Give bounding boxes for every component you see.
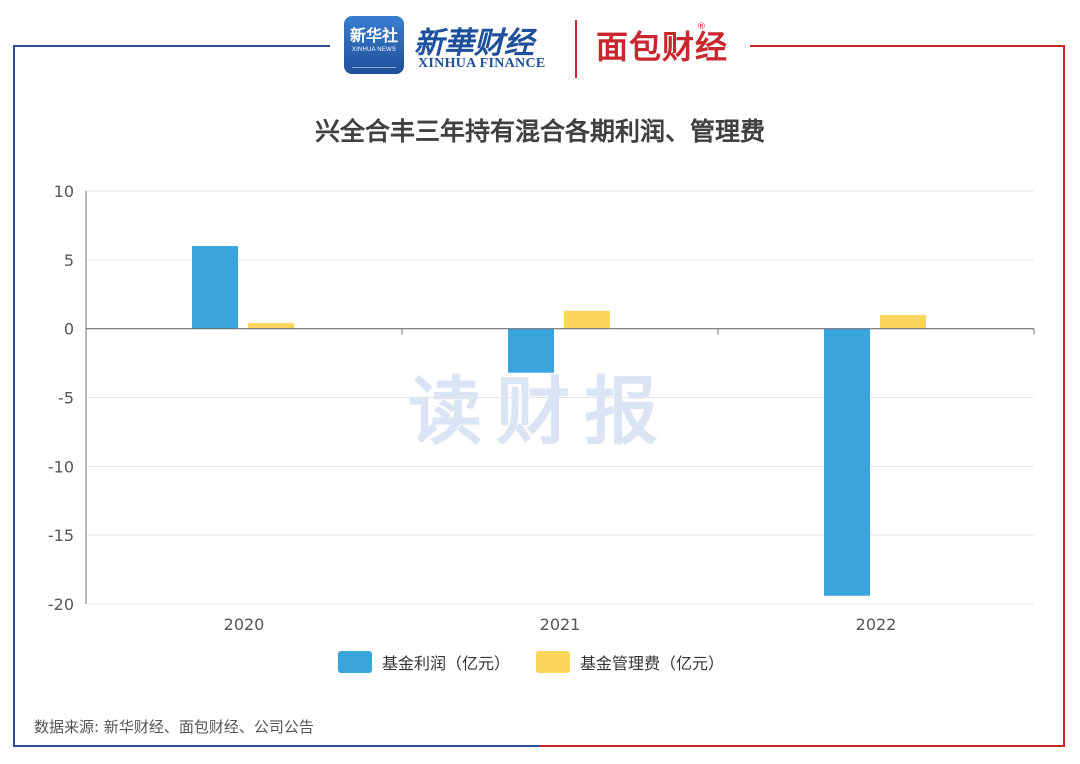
bar-fee-2021[interactable]	[564, 310, 610, 329]
xinhua-finance-logo-cn: 新華财经	[414, 26, 534, 61]
bar-profit-2022[interactable]	[824, 328, 870, 596]
x-category-label: 2021	[540, 615, 581, 634]
chart-title: 兴全合丰三年持有混合各期利润、管理费	[314, 117, 765, 146]
mianbao-logo: 面包财经	[596, 28, 729, 66]
bar-profit-2020[interactable]	[192, 246, 238, 329]
y-tick-label: -15	[48, 526, 74, 545]
frame-right-red	[540, 45, 1065, 747]
x-category-label: 2022	[856, 615, 897, 634]
y-tick-label: -10	[48, 457, 74, 476]
bar-profit-2021[interactable]	[508, 328, 554, 373]
y-tick-label: 10	[54, 182, 74, 201]
bar-fee-2022[interactable]	[880, 314, 926, 329]
legend-item-fee[interactable]: 基金管理费（亿元）	[536, 648, 724, 676]
bar-fee-2020[interactable]	[248, 323, 294, 329]
legend-label-profit: 基金利润（亿元）	[382, 654, 511, 673]
network-icon	[352, 53, 396, 68]
xinhua-finance-logo-en: XINHUA FINANCE	[418, 56, 546, 71]
header-logos: 新华社 XINHUA NEWS 新華财经 XINHUA FINANCE 面包财经…	[0, 8, 1080, 78]
y-tick-label: -20	[48, 595, 74, 614]
legend-swatch-profit	[338, 651, 372, 673]
registered-mark: ®	[697, 22, 706, 32]
x-category-label: 2020	[224, 615, 265, 634]
legend-swatch-fee	[536, 651, 570, 673]
xinhua-badge-cn: 新华社	[349, 26, 398, 45]
data-source: 数据来源: 新华财经、面包财经、公司公告	[34, 718, 314, 736]
legend-item-profit[interactable]: 基金利润（亿元）	[338, 648, 510, 676]
frame-left-blue	[13, 45, 540, 747]
xinhua-badge-en: XINHUA NEWS	[351, 47, 397, 53]
y-tick-label: 5	[64, 251, 74, 270]
logo-divider	[575, 20, 577, 78]
watermark: 读财报	[408, 369, 672, 455]
legend-label-fee: 基金管理费（亿元）	[580, 654, 725, 673]
xinhua-news-logo: 新华社 XINHUA NEWS	[344, 16, 404, 74]
legend: 基金利润（亿元） 基金管理费（亿元）	[0, 648, 1080, 676]
y-tick-label: -5	[58, 389, 74, 408]
y-tick-label: 0	[64, 320, 74, 339]
